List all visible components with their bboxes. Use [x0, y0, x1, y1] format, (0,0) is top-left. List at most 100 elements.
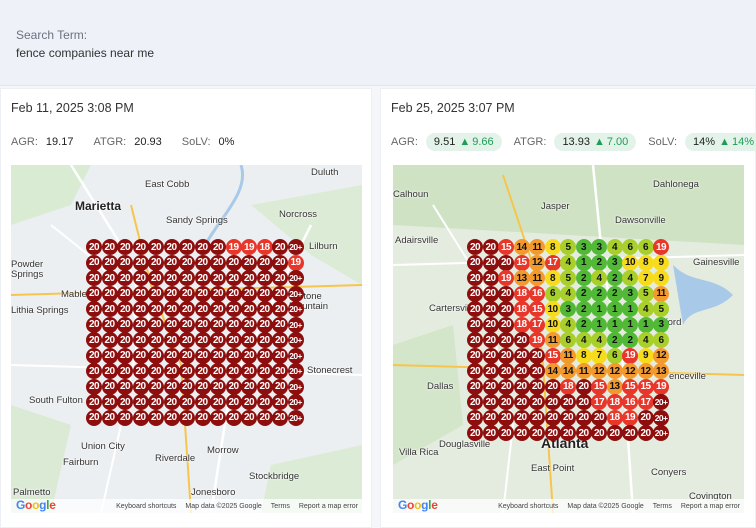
rank-pin[interactable]: 2 — [591, 285, 607, 302]
rank-pin[interactable]: 20 — [467, 285, 483, 302]
rank-pin[interactable]: 2 — [591, 254, 607, 271]
rank-pin[interactable]: 20 — [467, 394, 483, 410]
rank-pin[interactable]: 20 — [544, 425, 561, 441]
rank-pin[interactable]: 20 — [194, 239, 211, 255]
rank-pin[interactable]: 20+ — [287, 394, 304, 410]
rank-pin[interactable]: 4 — [606, 239, 623, 255]
rank-pin[interactable]: 8 — [637, 254, 654, 271]
rank-pin[interactable]: 20 — [101, 254, 118, 271]
rank-pin[interactable]: 19 — [225, 239, 242, 255]
rank-pin[interactable]: 20 — [498, 254, 514, 271]
rank-pin[interactable]: 20 — [467, 425, 483, 441]
rank-pin[interactable]: 1 — [575, 254, 592, 271]
rank-pin[interactable]: 3 — [575, 239, 592, 255]
rank-pin[interactable]: 3 — [606, 254, 623, 271]
rank-pin[interactable]: 20 — [498, 363, 514, 379]
rank-pin[interactable]: 20 — [225, 332, 242, 348]
rank-pin[interactable]: 20 — [467, 270, 483, 286]
rank-pin[interactable]: 15 — [591, 378, 607, 395]
rank-pin[interactable]: 20 — [513, 409, 530, 426]
rank-pin[interactable]: 20 — [467, 409, 483, 426]
rank-pin[interactable]: 20 — [101, 316, 118, 333]
rank-pin[interactable]: 12 — [622, 363, 638, 379]
rank-pin[interactable]: 20 — [529, 425, 545, 441]
rank-pin[interactable]: 20 — [256, 254, 273, 271]
rank-pin[interactable]: 10 — [622, 254, 638, 271]
rank-pin[interactable]: 9 — [653, 270, 669, 286]
rank-pin[interactable]: 4 — [575, 332, 592, 348]
rank-pin[interactable]: 20 — [241, 270, 257, 286]
rank-pin[interactable]: 19 — [498, 270, 514, 286]
rank-pin[interactable]: 20+ — [287, 347, 304, 364]
rank-pin[interactable]: 20 — [148, 347, 164, 364]
rank-pin[interactable]: 20 — [225, 285, 242, 302]
rank-pin[interactable]: 20 — [272, 301, 288, 317]
rank-pin[interactable]: 20 — [272, 363, 288, 379]
rank-pin[interactable]: 1 — [637, 316, 654, 333]
rank-pin[interactable]: 20 — [148, 239, 164, 255]
rank-pin[interactable]: 20 — [132, 347, 149, 364]
rank-pin[interactable]: 20 — [163, 239, 180, 255]
rank-pin[interactable]: 20 — [148, 270, 164, 286]
rank-pin[interactable]: 20 — [148, 285, 164, 302]
rank-pin[interactable]: 20 — [529, 409, 545, 426]
rank-pin[interactable]: 20 — [272, 332, 288, 348]
rank-pin[interactable]: 20 — [637, 409, 654, 426]
rank-pin[interactable]: 20 — [101, 394, 118, 410]
rank-pin[interactable]: 20 — [117, 270, 133, 286]
rank-pin[interactable]: 20 — [179, 316, 195, 333]
rank-pin[interactable]: 20 — [256, 347, 273, 364]
rank-pin[interactable]: 20 — [117, 301, 133, 317]
rank-pin[interactable]: 20+ — [653, 394, 669, 410]
rank-pin[interactable]: 3 — [622, 285, 638, 302]
rank-pin[interactable]: 20 — [482, 347, 499, 364]
rank-pin[interactable]: 20 — [179, 285, 195, 302]
rank-pin[interactable]: 16 — [622, 394, 638, 410]
rank-pin[interactable]: 20 — [101, 409, 118, 426]
rank-pin[interactable]: 20 — [210, 316, 226, 333]
rank-pin[interactable]: 20 — [163, 301, 180, 317]
rank-pin[interactable]: 20 — [256, 285, 273, 302]
rank-pin[interactable]: 20 — [256, 394, 273, 410]
rank-pin[interactable]: 20 — [148, 409, 164, 426]
rank-pin[interactable]: 2 — [575, 270, 592, 286]
rank-pin[interactable]: 20 — [179, 363, 195, 379]
rank-pin[interactable]: 20 — [179, 239, 195, 255]
rank-pin[interactable]: 20 — [482, 378, 499, 395]
rank-pin[interactable]: 20 — [210, 409, 226, 426]
rank-pin[interactable]: 11 — [529, 270, 545, 286]
rank-pin[interactable]: 5 — [560, 239, 576, 255]
rank-pin[interactable]: 20 — [482, 239, 499, 255]
rank-pin[interactable]: 20 — [225, 270, 242, 286]
rank-pin[interactable]: 20 — [272, 316, 288, 333]
rank-pin[interactable]: 20 — [637, 425, 654, 441]
rank-pin[interactable]: 11 — [544, 332, 561, 348]
rank-pin[interactable]: 20 — [194, 285, 211, 302]
rank-pin[interactable]: 20 — [86, 301, 102, 317]
rank-pin[interactable]: 11 — [529, 239, 545, 255]
rank-pin[interactable]: 9 — [637, 347, 654, 364]
rank-pin[interactable]: 6 — [622, 239, 638, 255]
rank-pin[interactable]: 20 — [482, 425, 499, 441]
rank-pin[interactable]: 20 — [132, 394, 149, 410]
rank-pin[interactable]: 20 — [498, 425, 514, 441]
rank-pin[interactable]: 20 — [241, 285, 257, 302]
rank-pin[interactable]: 6 — [637, 239, 654, 255]
rank-pin[interactable]: 20 — [225, 363, 242, 379]
rank-pin[interactable]: 20 — [529, 378, 545, 395]
rank-pin[interactable]: 20 — [498, 378, 514, 395]
rank-pin[interactable]: 20 — [544, 394, 561, 410]
rank-pin[interactable]: 20+ — [287, 239, 304, 255]
rank-pin[interactable]: 20 — [194, 378, 211, 395]
rank-pin[interactable]: 20 — [163, 270, 180, 286]
rank-pin[interactable]: 20 — [163, 409, 180, 426]
rank-pin[interactable]: 20 — [272, 378, 288, 395]
rank-pin[interactable]: 15 — [513, 254, 530, 271]
rank-pin[interactable]: 20 — [575, 425, 592, 441]
rank-pin[interactable]: 20 — [179, 347, 195, 364]
rank-pin[interactable]: 2 — [575, 285, 592, 302]
rank-pin[interactable]: 20 — [529, 363, 545, 379]
rank-pin[interactable]: 20 — [86, 378, 102, 395]
rank-pin[interactable]: 20 — [179, 332, 195, 348]
rank-pin[interactable]: 20 — [241, 363, 257, 379]
